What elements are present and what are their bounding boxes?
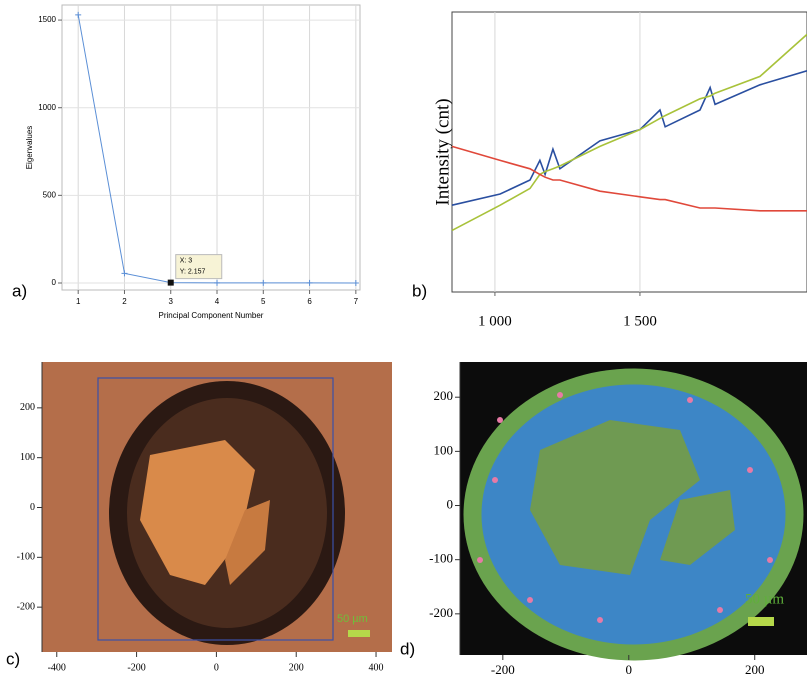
y-tick-label: 500 [43, 190, 57, 199]
image [460, 362, 807, 661]
scale-bar [348, 630, 370, 637]
core [530, 420, 700, 575]
scale-label: 50 µm [745, 591, 784, 607]
point-marker [121, 270, 128, 277]
x-tick-label: 0 [214, 662, 219, 673]
point-marker [214, 279, 221, 286]
scale-bar [748, 617, 774, 626]
y-tick-label: -100 [17, 552, 35, 563]
y-tick-label: 0 [52, 278, 57, 287]
pink-spot [492, 477, 498, 483]
plot-area [61, 4, 361, 291]
series-line [451, 145, 807, 212]
x-axis-label: Principal Component Number [159, 311, 264, 320]
point-marker [306, 279, 313, 286]
x-tick-label: 6 [307, 297, 312, 306]
pink-spot [597, 617, 603, 623]
point-marker [75, 11, 82, 18]
tooltip-text: X: 3 [180, 257, 193, 264]
panel-label: b) [412, 281, 427, 300]
pink-spot [497, 417, 503, 423]
tooltip [175, 254, 223, 280]
image [42, 362, 392, 652]
y-tick-label: -200 [17, 601, 35, 612]
x-tick-label: 400 [369, 662, 384, 673]
x-tick-label: 2 [122, 297, 127, 306]
x-tick-label: 200 [289, 662, 304, 673]
pink-spot [557, 392, 563, 398]
x-tick-label: 3 [169, 297, 174, 306]
series-line [451, 33, 807, 232]
roi-box [97, 377, 334, 641]
pink-spot [687, 397, 693, 403]
x-tick-label: -200 [127, 662, 145, 673]
core [660, 490, 735, 565]
pink-spot [767, 557, 773, 563]
pink-spot [477, 557, 483, 563]
x-tick-label: 1 000 [478, 313, 512, 329]
x-tick-label: -200 [491, 662, 515, 677]
y-tick-label: -200 [429, 605, 453, 620]
y-tick-label: -100 [429, 551, 453, 566]
y-tick-label: 100 [20, 452, 35, 463]
y-axis-label: Eigenvalues [25, 126, 34, 170]
y-tick-label: 100 [434, 442, 454, 457]
y-tick-label: 1500 [38, 15, 56, 24]
x-tick-label: 7 [354, 297, 359, 306]
tooltip-text: Y: 2.157 [180, 268, 206, 275]
y-tick-label: 1000 [38, 103, 56, 112]
pink-spot [747, 467, 753, 473]
x-tick-label: 200 [745, 662, 765, 677]
x-tick-label: -400 [48, 662, 66, 673]
series-line [451, 70, 807, 206]
point-marker [352, 279, 359, 286]
pink-spot [717, 607, 723, 613]
panel-label: a) [12, 281, 27, 300]
x-tick-label: 4 [215, 297, 220, 306]
y-tick-label: 200 [434, 388, 454, 403]
y-axis-label: Intensity (cnt) [432, 98, 453, 205]
x-tick-label: 1 [76, 297, 81, 306]
x-tick-label: 5 [261, 297, 266, 306]
point-marker [260, 279, 267, 286]
y-tick-label: 0 [30, 502, 35, 513]
selected-point [167, 279, 174, 286]
y-tick-label: 0 [447, 497, 454, 512]
y-tick-label: 200 [20, 402, 35, 413]
x-tick-label: 1 500 [623, 313, 657, 329]
plot-area [451, 11, 807, 293]
x-tick-label: 0 [626, 662, 633, 677]
panel-label: c) [6, 649, 20, 668]
crystal [225, 500, 270, 585]
crystal [140, 440, 255, 585]
scale-label: 50 µm [337, 613, 368, 625]
panel-label: d) [400, 639, 415, 658]
pink-spot [527, 597, 533, 603]
